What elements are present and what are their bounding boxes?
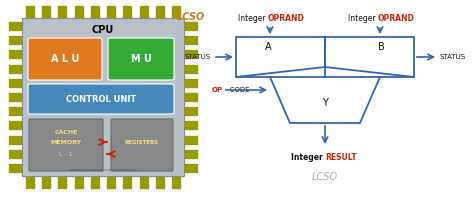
FancyBboxPatch shape xyxy=(111,119,173,171)
Bar xyxy=(184,150,197,158)
Bar xyxy=(184,121,197,129)
Bar xyxy=(184,65,197,73)
Bar xyxy=(156,6,164,18)
Bar xyxy=(75,6,82,18)
Bar xyxy=(9,93,22,101)
Bar xyxy=(172,6,180,18)
Text: MEMORY: MEMORY xyxy=(50,139,82,145)
Text: A: A xyxy=(264,42,271,52)
Bar xyxy=(184,22,197,30)
Text: LCSO: LCSO xyxy=(177,12,205,22)
Bar xyxy=(22,18,184,176)
Text: CODE: CODE xyxy=(223,87,249,93)
Bar xyxy=(184,164,197,172)
Text: M U: M U xyxy=(130,54,151,64)
Text: A L U: A L U xyxy=(51,54,79,64)
Text: www.learncomputerscienceonline.com: www.learncomputerscienceonline.com xyxy=(69,168,137,172)
Bar xyxy=(184,136,197,144)
Bar xyxy=(91,176,99,188)
Bar xyxy=(9,36,22,44)
Text: Integer: Integer xyxy=(238,14,268,22)
FancyBboxPatch shape xyxy=(28,84,174,114)
FancyBboxPatch shape xyxy=(108,38,174,80)
FancyBboxPatch shape xyxy=(29,119,103,171)
Text: OPRAND: OPRAND xyxy=(378,14,415,22)
FancyBboxPatch shape xyxy=(28,38,102,80)
Bar xyxy=(123,6,131,18)
Text: Integer: Integer xyxy=(348,14,378,22)
Bar xyxy=(9,121,22,129)
Bar xyxy=(58,176,66,188)
Bar xyxy=(107,6,115,18)
Bar xyxy=(42,6,50,18)
Bar xyxy=(172,176,180,188)
Bar xyxy=(123,176,131,188)
Bar xyxy=(26,176,34,188)
Text: RESULT: RESULT xyxy=(325,152,357,162)
Bar xyxy=(42,176,50,188)
Bar xyxy=(58,6,66,18)
Bar xyxy=(184,107,197,115)
Bar xyxy=(91,6,99,18)
Bar xyxy=(9,136,22,144)
Bar xyxy=(9,65,22,73)
Text: LCSO: LCSO xyxy=(312,172,338,182)
Bar xyxy=(184,93,197,101)
Bar xyxy=(139,6,147,18)
Bar xyxy=(156,176,164,188)
Text: Y: Y xyxy=(322,98,328,108)
Bar xyxy=(26,6,34,18)
Bar xyxy=(184,36,197,44)
Bar xyxy=(9,79,22,87)
Text: CONTROL UNIT: CONTROL UNIT xyxy=(66,95,136,103)
Bar xyxy=(75,176,82,188)
Bar xyxy=(9,150,22,158)
Text: Integer: Integer xyxy=(291,152,325,162)
Text: STATUS: STATUS xyxy=(185,54,211,60)
Text: REGISTERS: REGISTERS xyxy=(125,139,159,145)
Bar xyxy=(9,22,22,30)
Text: B: B xyxy=(378,42,384,52)
Text: L - 1: L - 1 xyxy=(59,151,73,156)
Text: CACHE: CACHE xyxy=(55,129,78,135)
Bar xyxy=(107,176,115,188)
Bar xyxy=(184,79,197,87)
Bar xyxy=(9,107,22,115)
Bar xyxy=(139,176,147,188)
Bar xyxy=(9,164,22,172)
Bar xyxy=(9,50,22,58)
Text: STATUS: STATUS xyxy=(440,54,466,60)
Text: CPU: CPU xyxy=(92,25,114,35)
Bar xyxy=(184,50,197,58)
Text: OPRAND: OPRAND xyxy=(268,14,305,22)
Text: OP: OP xyxy=(212,87,223,93)
